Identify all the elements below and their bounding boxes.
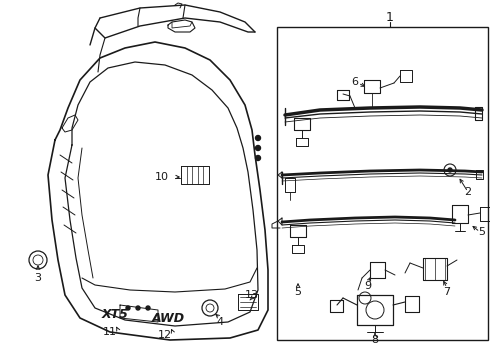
Text: 6: 6 <box>351 77 359 87</box>
Text: 9: 9 <box>365 281 371 291</box>
Text: 11: 11 <box>103 327 117 337</box>
Text: 5: 5 <box>294 287 301 297</box>
Text: AWD: AWD <box>151 311 185 324</box>
Circle shape <box>136 306 140 310</box>
Circle shape <box>255 145 261 150</box>
Circle shape <box>255 135 261 140</box>
Text: 4: 4 <box>217 317 223 327</box>
Text: 10: 10 <box>155 172 169 182</box>
Text: 8: 8 <box>371 335 379 345</box>
Text: 5: 5 <box>479 227 486 237</box>
Circle shape <box>255 156 261 161</box>
Circle shape <box>448 168 452 172</box>
Text: 3: 3 <box>34 273 42 283</box>
Bar <box>277 27 488 340</box>
Text: XT5: XT5 <box>101 309 128 321</box>
Text: 2: 2 <box>465 187 471 197</box>
Text: 12: 12 <box>158 330 172 340</box>
Text: 1: 1 <box>386 10 394 23</box>
Circle shape <box>146 306 150 310</box>
Text: 7: 7 <box>443 287 451 297</box>
Text: 13: 13 <box>245 290 259 300</box>
Circle shape <box>126 306 130 310</box>
